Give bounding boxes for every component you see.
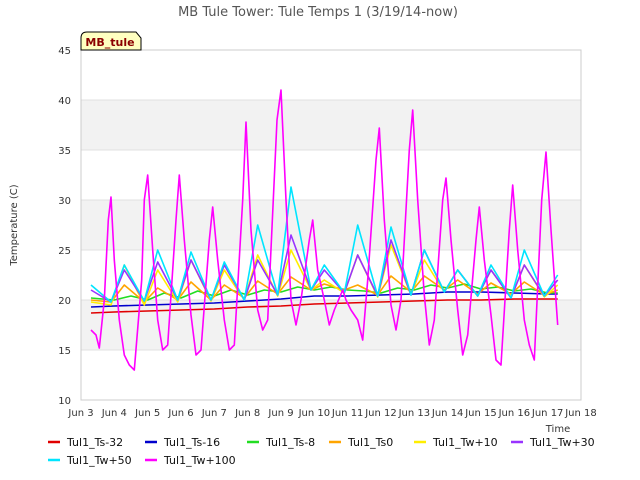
legend-label: Tul1_Tw+50	[66, 454, 132, 467]
x-axis-label: Time	[545, 424, 570, 435]
legend-item-Tul1_Ts0: Tul1_Ts0	[329, 436, 393, 449]
x-tick-label: Jun 9	[267, 408, 293, 419]
legend-label: Tul1_Ts-8	[265, 436, 315, 449]
x-tick-label: Jun 16	[498, 408, 531, 419]
band	[81, 350, 581, 400]
y-tick-label: 40	[58, 96, 71, 107]
chart-title: MB Tule Tower: Tule Temps 1 (3/19/14-now…	[178, 5, 458, 20]
y-tick-label: 25	[58, 246, 71, 257]
x-tick-label: Jun 18	[564, 408, 597, 419]
band	[81, 150, 581, 200]
y-tick-label: 45	[58, 46, 71, 57]
legend-item-Tul1_Tw+10: Tul1_Tw+10	[414, 436, 498, 449]
x-tick-labels: Jun 3 Jun 4 Jun 5 Jun 6 Jun 7 Jun 8 Jun 9 Jun 1…	[67, 408, 596, 419]
legend-item-Tul1_Ts-8: Tul1_Ts-8	[247, 436, 315, 449]
badge-label: MB_tule	[85, 36, 134, 49]
legend-label: Tul1_Ts-32	[66, 436, 123, 449]
band	[81, 300, 581, 350]
x-tick-label: Jun 15	[464, 408, 497, 419]
badge-box	[80, 31, 142, 51]
x-tick-label: Jun 10	[298, 408, 331, 419]
x-tick-label: Jun 8	[234, 408, 260, 419]
legend-label: Tul1_Ts0	[347, 436, 393, 449]
legend-label: Tul1_Tw+100	[163, 454, 236, 467]
y-tick-label: 30	[58, 196, 71, 207]
y-tick-label: 20	[58, 296, 71, 307]
band	[81, 50, 581, 100]
legend-label: Tul1_Tw+10	[432, 436, 498, 449]
legend-item-Tul1_Ts-32: Tul1_Ts-32	[48, 436, 123, 449]
y-axis-label: Temperature (C)	[9, 184, 20, 266]
x-tick-label: Jun 7	[201, 408, 227, 419]
series-group	[90, 89, 559, 371]
x-tick-label: Jun 12	[364, 408, 397, 419]
x-tick-label: Jun 14	[431, 408, 464, 419]
legend-label: Tul1_Tw+30	[529, 436, 595, 449]
legend-item-Tul1_Tw+30: Tul1_Tw+30	[511, 436, 595, 449]
legend-label: Tul1_Ts-16	[163, 436, 220, 449]
series-line-Tul1_Tw+100	[90, 89, 559, 371]
x-tick-label: Jun 3	[67, 408, 93, 419]
x-tick-label: Jun 6	[167, 408, 193, 419]
x-tick-label: Jun 13	[398, 408, 431, 419]
plot-frame	[80, 49, 582, 401]
series-line-Tul1_Ts-32	[90, 298, 558, 314]
station-badge: MB_tule	[80, 31, 142, 51]
background-bands	[81, 50, 581, 400]
legend-item-Tul1_Tw+50: Tul1_Tw+50	[48, 454, 132, 467]
x-tick-label: Jun 11	[331, 408, 364, 419]
x-tick-label: Jun 17	[531, 408, 564, 419]
legend: Tul1_Ts-32 Tul1_Ts-16 Tul1_Ts-8 Tul1_Ts0 Tul…	[48, 436, 595, 467]
y-tick-label: 15	[58, 346, 71, 357]
legend-item-Tul1_Ts-16: Tul1_Ts-16	[145, 436, 220, 449]
x-tick-label: Jun 4	[101, 408, 127, 419]
band	[81, 200, 581, 250]
y-tick-label: 10	[58, 396, 71, 407]
y-tick-label: 35	[58, 146, 71, 157]
series-line-Tul1_Ts-16	[90, 291, 558, 308]
y-tick-labels: 10 15 20 25 30 35 40 45	[58, 46, 71, 407]
x-tick-label: Jun 5	[134, 408, 160, 419]
legend-item-Tul1_Tw+100: Tul1_Tw+100	[145, 454, 236, 467]
band	[81, 100, 581, 150]
